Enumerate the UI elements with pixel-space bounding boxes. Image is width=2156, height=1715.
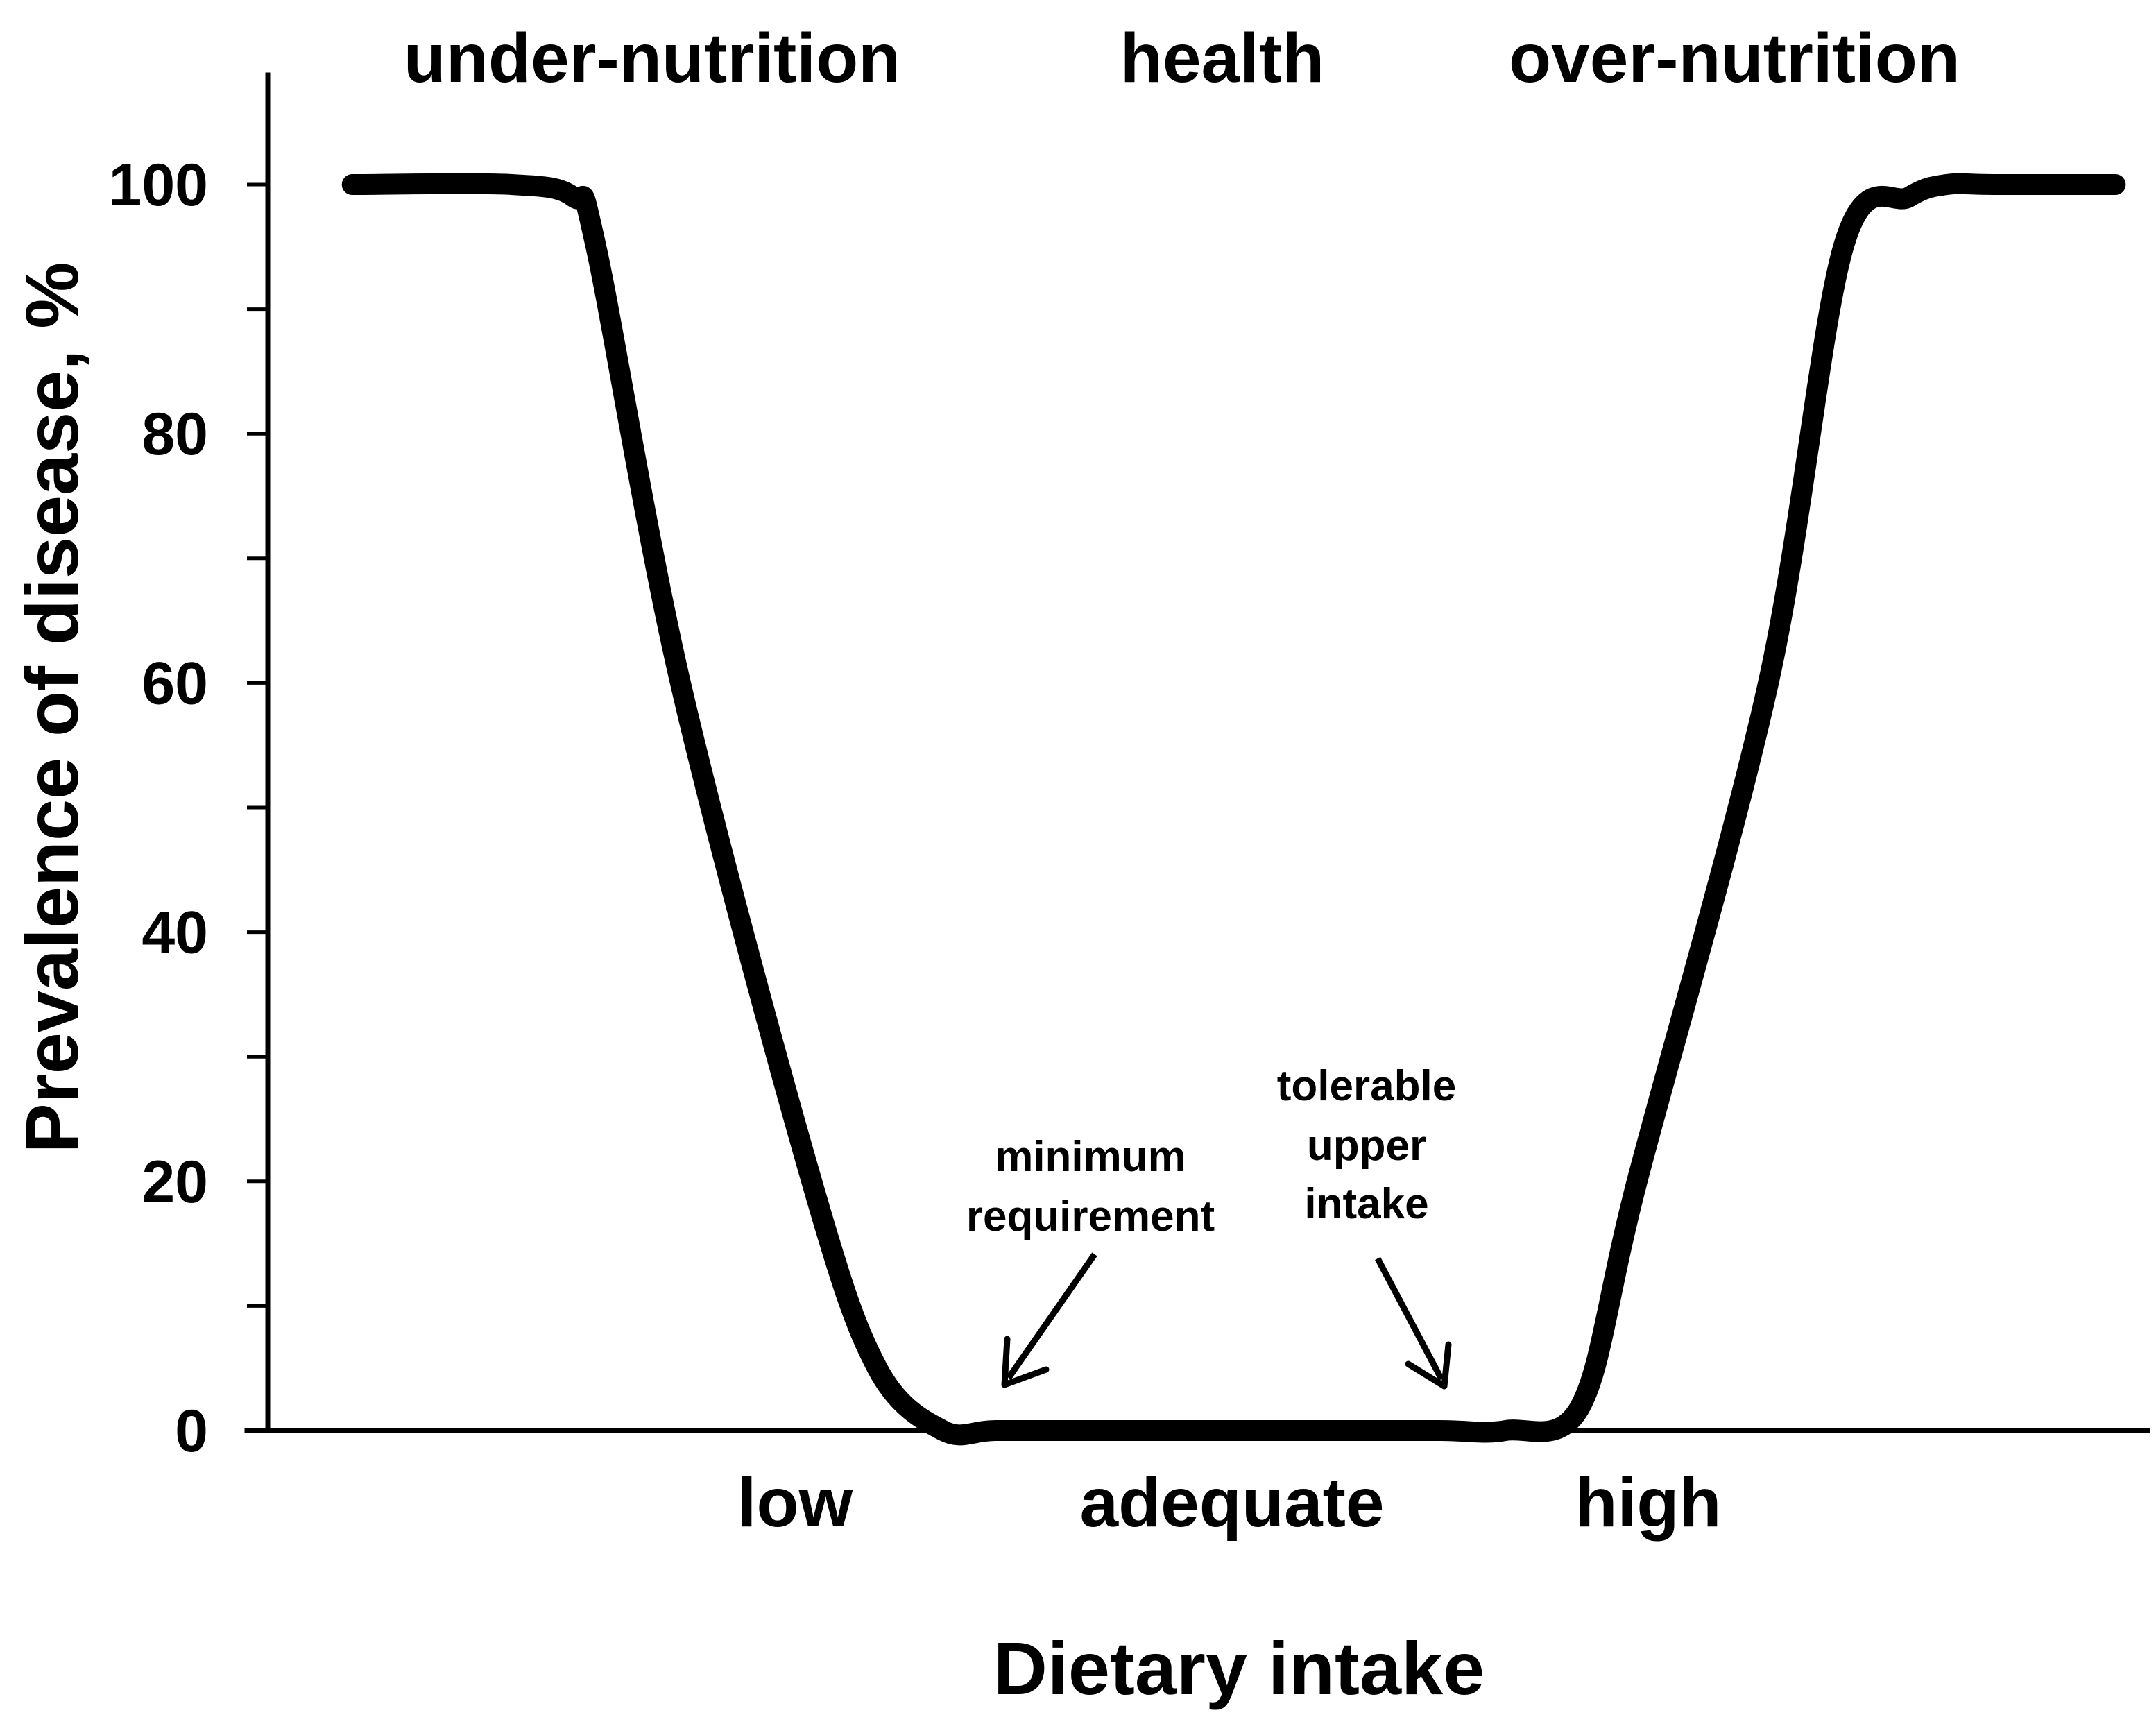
annotation-minimum-label-line1: minimum [995, 1133, 1186, 1181]
arrow-shaft [1006, 1252, 1097, 1380]
x-category-adequate: adequate [1079, 1464, 1384, 1542]
y-tick-label: 20 [142, 1149, 208, 1215]
annotation-minimum-label-line2: requirement [966, 1193, 1215, 1240]
x-category-high: high [1575, 1464, 1721, 1542]
annotation-upper-label-line1: tolerable [1277, 1062, 1456, 1110]
y-axis-title: Prevalence of disease, % [10, 262, 94, 1154]
annotation-upper-label-line3: intake [1304, 1180, 1428, 1228]
arrow-head [1001, 1336, 1050, 1388]
x-category-low: low [737, 1464, 853, 1542]
annotation-upper-label-line2: upper [1307, 1122, 1426, 1170]
region-label-health: health [1120, 19, 1324, 97]
y-tick-label: 40 [142, 900, 208, 966]
y-axis-tick-labels: 0 20 40 60 80 100 [109, 152, 209, 1465]
y-tick-label: 0 [175, 1398, 208, 1465]
arrow-head [1405, 1341, 1452, 1390]
y-axis-ticks [247, 182, 268, 1433]
prevalence-curve [341, 173, 2126, 1446]
annotation-minimum-arrow [1001, 1252, 1097, 1388]
arrow-shaft [1375, 1256, 1444, 1381]
x-axis-title: Dietary intake [993, 1626, 1485, 1710]
y-tick-label: 80 [142, 401, 208, 468]
y-tick-label: 100 [109, 152, 209, 219]
region-label-over-nutrition: over-nutrition [1509, 19, 1960, 97]
region-label-under-nutrition: under-nutrition [404, 19, 901, 97]
y-tick-label: 60 [142, 650, 208, 717]
annotation-upper-arrow [1375, 1256, 1452, 1390]
